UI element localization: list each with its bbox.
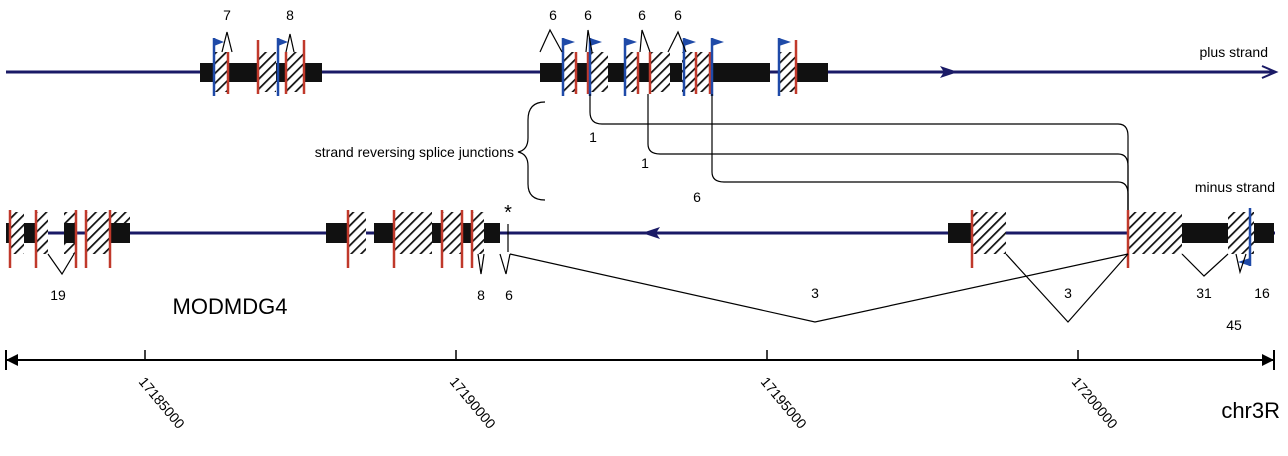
exon-utr-hatched: [258, 52, 276, 92]
junction-count-label: 6: [638, 7, 646, 23]
exon-utr-hatched: [10, 212, 24, 254]
strand-reversing-label: strand reversing splice junctions: [315, 144, 514, 160]
junction-count-label: 8: [477, 287, 485, 303]
gene-name-label: MODMDG4: [173, 294, 288, 319]
minus-strand-track: * minus strand 19 8 6 3 3 31 16 45 MODMD…: [6, 179, 1275, 333]
exon-block: [710, 63, 770, 82]
strand-reversing-junctions: strand reversing splice junctions 1 1 6: [315, 94, 1129, 230]
junction-count-label: 45: [1226, 317, 1242, 333]
reversing-count-label: 6: [693, 189, 701, 205]
minus-splice-sites: [8, 210, 1130, 268]
exon-block: [1254, 223, 1274, 243]
junction-count-label: 3: [811, 285, 819, 301]
plus-strand-direction-arrow: [940, 66, 958, 78]
exon-utr-hatched: [110, 212, 130, 223]
exon-utr-hatched: [778, 52, 796, 92]
exon-block: [484, 223, 500, 243]
exon-block: [948, 223, 972, 243]
junction-count-label: 6: [549, 7, 557, 23]
exon-block: [462, 223, 472, 243]
junction-count-label: 16: [1254, 285, 1270, 301]
reversing-junction-lines: [589, 94, 1129, 230]
junction-count-label: 6: [584, 7, 592, 23]
exon-utr-hatched: [650, 52, 670, 92]
exon-utr-hatched: [562, 52, 576, 92]
exon-utr-hatched: [394, 212, 432, 254]
plus-strand-track: plus strand 7 8 6 6 6 6: [6, 7, 1279, 96]
exon-block: [540, 63, 562, 82]
exon-block: [1182, 223, 1228, 243]
plus-splice-sites: [226, 40, 798, 94]
exon-block: [608, 63, 624, 82]
exon-block: [64, 223, 76, 243]
axis-tick-label: 17195000: [758, 374, 810, 432]
exon-block: [374, 223, 394, 243]
reversing-count-label: 1: [589, 129, 597, 145]
exon-block: [200, 63, 214, 82]
genomic-axis: 17185000 17190000 17195000 17200000 chr3…: [5, 350, 1280, 432]
junction-count-label: 6: [674, 7, 682, 23]
chromosome-label: chr3R: [1221, 398, 1280, 423]
minus-strand-direction-arrow: [642, 227, 660, 239]
junction-count-label: 31: [1196, 285, 1212, 301]
exon-block: [796, 63, 828, 82]
axis-tick-label: 17200000: [1069, 374, 1121, 432]
axis-tick-label: 17190000: [447, 374, 499, 432]
junction-count-label: 7: [223, 7, 231, 23]
terminal-asterisk: *: [504, 202, 512, 224]
exon-block: [276, 63, 286, 82]
reversing-count-label: 1: [641, 155, 649, 171]
exon-utr-hatched: [86, 212, 110, 254]
exon-utr-hatched: [286, 52, 304, 92]
exon-utr-hatched: [36, 212, 48, 254]
axis-right-arrow: [1262, 354, 1274, 366]
exon-block: [228, 63, 258, 82]
plus-junction-arcs: [221, 28, 687, 53]
exon-block: [576, 63, 588, 82]
exon-block: [24, 223, 36, 243]
exon-block: [304, 63, 322, 82]
exon-block: [638, 63, 650, 82]
exon-utr-hatched: [472, 212, 484, 254]
axis-left-arrow: [6, 354, 18, 366]
junction-count-label: 3: [1064, 285, 1072, 301]
exon-utr-hatched: [588, 52, 608, 92]
exon-block: [6, 223, 10, 243]
minus-tss-flag: [1238, 208, 1252, 266]
exon-utr-hatched: [348, 212, 366, 254]
curly-brace: [517, 101, 546, 201]
minus-junction-arcs: [47, 253, 1247, 323]
exon-utr-hatched: [214, 52, 228, 92]
junction-count-label: 8: [286, 7, 294, 23]
exon-block: [110, 223, 130, 243]
junction-count-label: 19: [50, 287, 66, 303]
exon-utr-hatched: [442, 212, 462, 254]
minus-strand-label: minus strand: [1195, 179, 1275, 195]
exon-block: [326, 223, 348, 243]
plus-strand-label: plus strand: [1200, 44, 1268, 60]
axis-tick-label: 17185000: [136, 374, 188, 432]
exon-block: [432, 223, 442, 243]
exon-utr-hatched: [624, 52, 638, 92]
exon-utr-hatched: [972, 212, 1006, 254]
plus-strand-end-arrow: [1261, 65, 1279, 79]
exon-utr-hatched: [1128, 212, 1182, 254]
junction-count-label: 6: [505, 287, 513, 303]
exon-block: [670, 63, 682, 82]
